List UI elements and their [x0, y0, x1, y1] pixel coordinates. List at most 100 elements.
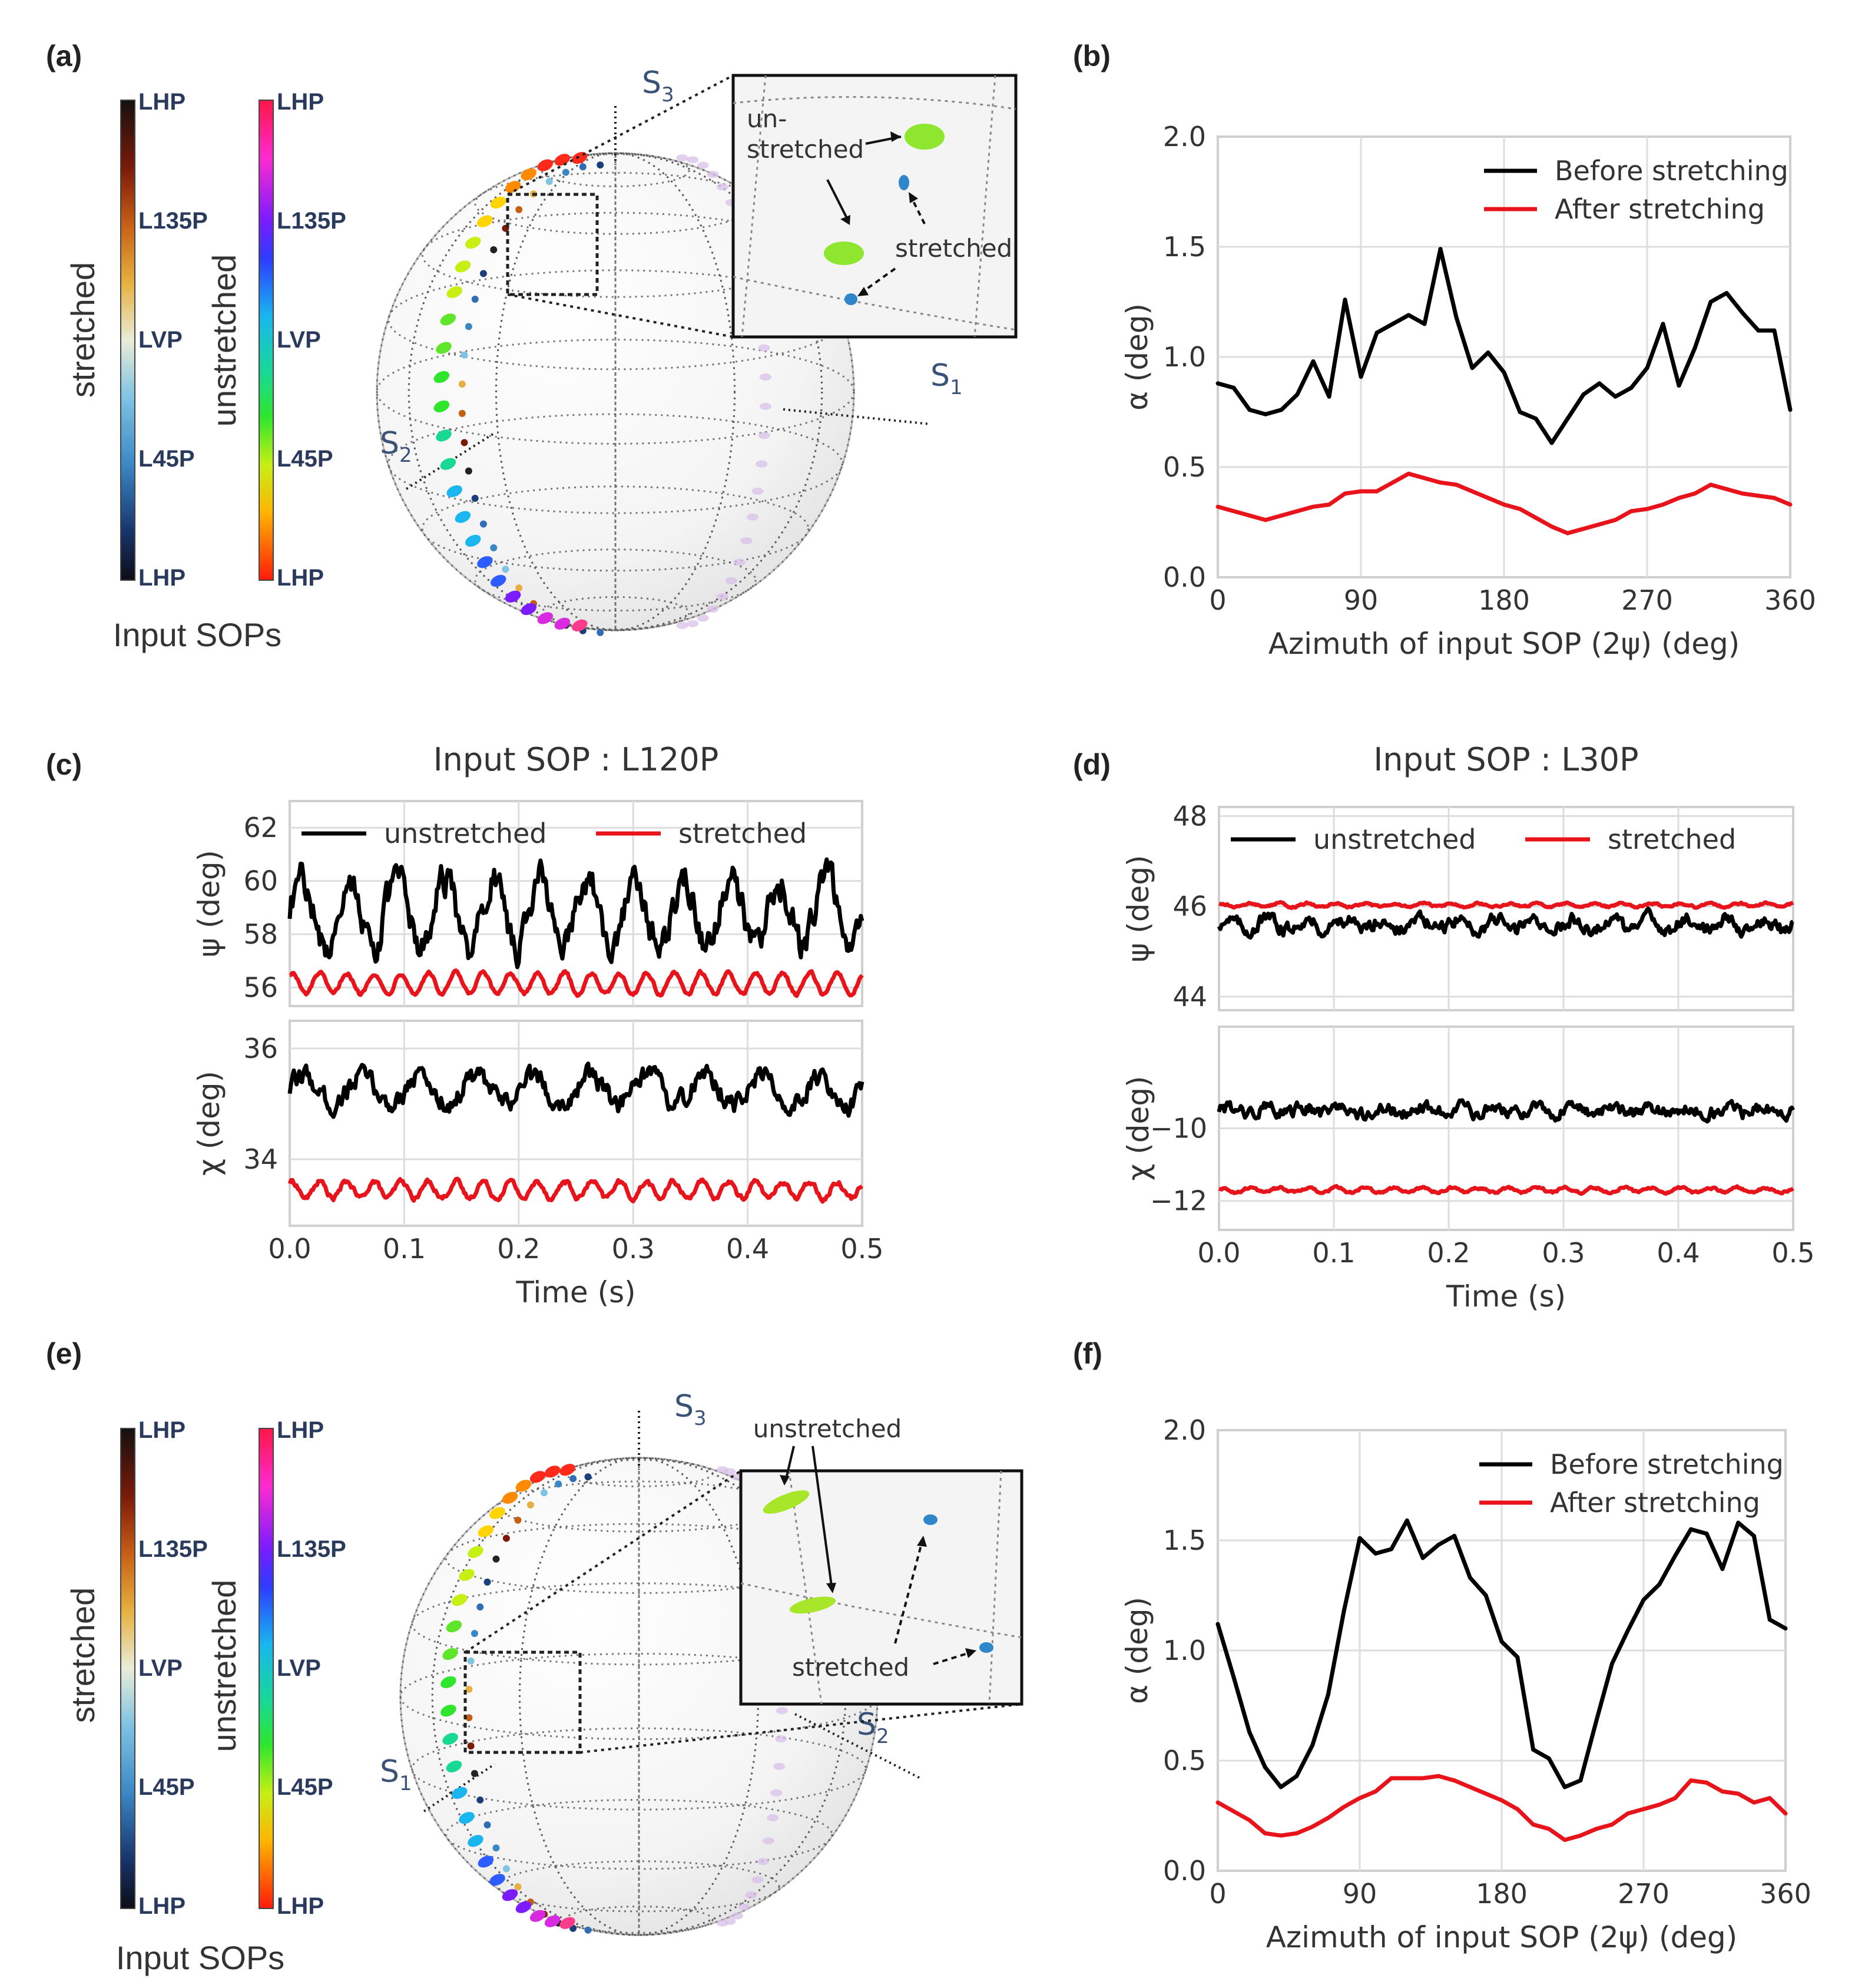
data-point — [1613, 394, 1618, 399]
sop-dot-stretched — [471, 494, 479, 502]
zoom-inset: un- stretched stretched — [731, 74, 1018, 339]
sop-dot-unstretched — [572, 619, 588, 631]
sop-dot-backside — [767, 1814, 779, 1822]
data-point — [1483, 1791, 1488, 1796]
s3-axis-label: S3 — [674, 1389, 707, 1430]
y-tick-label: 60 — [243, 865, 278, 897]
sop-dot-unstretched — [477, 556, 493, 568]
sop-dot-backside — [716, 183, 728, 191]
data-point — [1311, 504, 1316, 509]
chart-c-time-series-l120p: Input SOP : L120P 56 58 60 62 ψ (deg) unstretc… — [192, 741, 884, 1309]
sop-dot-unstretched — [554, 617, 571, 630]
panel-label-c: (c) — [46, 748, 82, 781]
data-point — [1247, 1818, 1252, 1822]
data-point — [1374, 489, 1379, 494]
panel-label-d: (d) — [1073, 748, 1111, 781]
colorbar-unstretched — [259, 1428, 274, 1909]
x-tick-label: 0.3 — [612, 1233, 655, 1265]
inset-stretched-label: stretched — [792, 1653, 909, 1682]
panel-label-f: (f) — [1073, 1337, 1102, 1370]
sop-dot-unstretched — [452, 1594, 468, 1606]
data-point — [1609, 1661, 1614, 1666]
y-tick-label: 0.0 — [1163, 1855, 1206, 1887]
sop-dot-stretched — [562, 168, 569, 176]
sop-dot-unstretched — [440, 458, 456, 470]
y-axis-label: ψ (deg) — [192, 850, 226, 957]
sop-dot-backside — [738, 1903, 751, 1911]
s1-axis-label: S1 — [380, 1754, 412, 1795]
sop-dot-stretched — [483, 1821, 491, 1829]
sop-dot-stretched — [584, 1926, 592, 1934]
legend-label: unstretched — [384, 818, 547, 849]
x-tick-label: 0.1 — [1312, 1237, 1355, 1269]
cb-unstretched-label-3: L45P — [277, 1774, 333, 1800]
data-point — [1609, 1822, 1614, 1827]
data-point — [1436, 1774, 1441, 1778]
y-tick-label: 58 — [243, 918, 278, 950]
data-point — [1645, 507, 1649, 511]
data-point — [1549, 441, 1554, 445]
data-point — [1704, 1780, 1709, 1785]
data-point — [1788, 502, 1793, 507]
data-point — [1422, 476, 1427, 481]
series-line-stretched — [287, 1176, 864, 1204]
data-point — [1215, 504, 1220, 509]
data-point — [1515, 1655, 1520, 1659]
y-tick-label: 34 — [243, 1143, 278, 1175]
chart-title: Input SOP : L120P — [433, 741, 719, 778]
latitude-line — [387, 413, 843, 514]
data-point — [1373, 1551, 1378, 1556]
sop-dot-unstretched — [465, 236, 481, 249]
latitude-line — [498, 1860, 780, 1913]
sop-dot-unstretched — [478, 1855, 494, 1868]
data-point — [1772, 495, 1777, 500]
colorbar-unstretched — [259, 100, 274, 581]
cb-unstretched-label-4: LHP — [277, 565, 324, 591]
data-point — [1788, 408, 1793, 412]
sop-dot-unstretched — [489, 1874, 505, 1886]
data-point — [1263, 1765, 1267, 1769]
sop-dot-stretched — [476, 1603, 484, 1611]
sop-dot-unstretched — [459, 1569, 475, 1581]
sop-dot-stretched — [515, 206, 523, 213]
sop-dot-unstretched — [537, 159, 554, 171]
zoom-region — [463, 1650, 582, 1754]
sop-dot-backside — [697, 161, 709, 169]
data-point — [1436, 1542, 1441, 1547]
y-tick-label: 1.5 — [1163, 231, 1206, 263]
sop-dot-stretched — [490, 246, 498, 254]
sop-dot-stretched — [465, 1685, 473, 1693]
sop-dot-backside — [707, 170, 719, 178]
data-point — [1677, 383, 1681, 388]
data-point — [1454, 315, 1459, 320]
x-tick-label: 0.3 — [1542, 1237, 1585, 1269]
data-point — [1295, 392, 1300, 397]
sop-dot-unstretched — [446, 1620, 462, 1633]
data-point — [1625, 1628, 1630, 1633]
sop-dot-unstretched — [442, 1733, 458, 1745]
sop-dot-unstretched — [521, 603, 537, 616]
sop-dot-backside — [770, 1789, 783, 1797]
data-point — [1625, 1811, 1630, 1816]
sop-dot-unstretched — [477, 215, 493, 227]
cb-unstretched-title: unstretched — [206, 1580, 243, 1752]
sop-dot-backside — [745, 1891, 757, 1899]
data-point — [1438, 480, 1443, 485]
data-point — [1499, 1639, 1504, 1644]
data-point — [1486, 495, 1490, 500]
data-point — [1406, 471, 1411, 476]
sop-dot-unstretched — [446, 286, 462, 299]
sop-dot-stretched — [502, 1865, 510, 1873]
cb-stretched-label-1: L135P — [138, 1536, 208, 1562]
data-point — [1215, 1622, 1220, 1626]
sop-dot-backside — [773, 1762, 786, 1770]
cb-unstretched-label-1: L135P — [277, 208, 346, 234]
data-point — [1518, 507, 1522, 511]
data-point — [1468, 1785, 1472, 1789]
sop-dot-unstretched — [505, 181, 521, 193]
data-point — [1311, 359, 1316, 363]
data-point — [1486, 350, 1490, 355]
sop-dot-stretched — [515, 584, 523, 592]
chart-f-alpha-vs-azimuth: 0 90 180 270 360 0.0 0.5 1.0 1.5 2.0 Before stretc… — [1120, 1414, 1811, 1954]
data-point — [1343, 297, 1347, 302]
